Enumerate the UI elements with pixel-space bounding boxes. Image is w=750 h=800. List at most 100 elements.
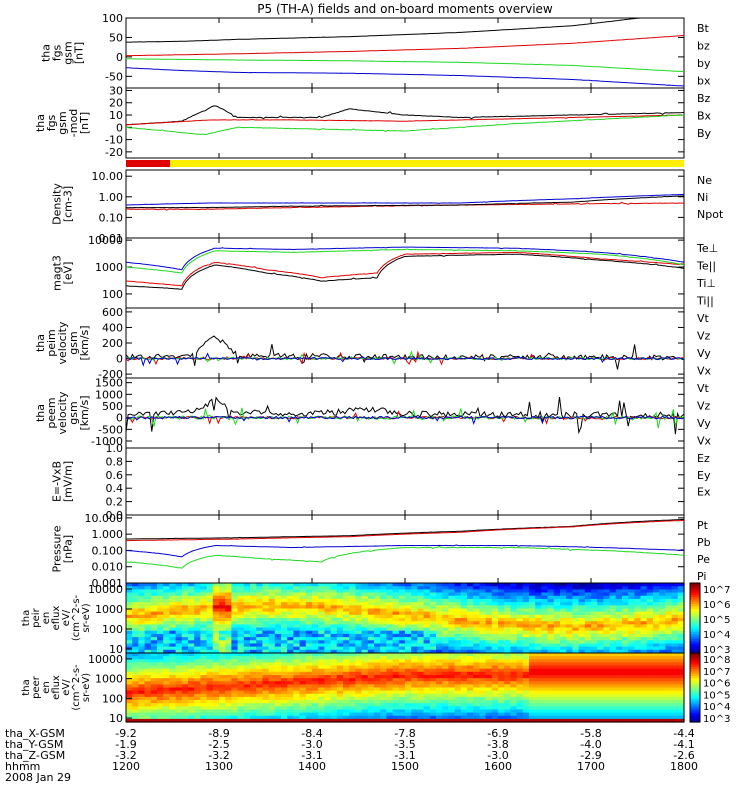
spectro-cell bbox=[144, 624, 152, 629]
series-line-bx bbox=[126, 67, 685, 87]
spectro-cell bbox=[336, 703, 344, 707]
spectro-cell bbox=[274, 621, 282, 625]
spectro-cell bbox=[405, 602, 412, 606]
spectro-cell bbox=[287, 715, 294, 720]
spectro-cell bbox=[405, 662, 412, 667]
spectro-cell bbox=[324, 618, 332, 622]
spectro-cell bbox=[305, 627, 313, 632]
spectro-cell bbox=[181, 687, 189, 692]
spectro-cell bbox=[510, 592, 518, 597]
spectro-cell bbox=[256, 630, 263, 635]
spectro-cell bbox=[256, 671, 263, 676]
spectro-cell bbox=[219, 614, 226, 619]
spectro-cell bbox=[491, 684, 499, 689]
spectro-cell bbox=[615, 624, 623, 629]
spectro-cell bbox=[442, 703, 449, 707]
series-line-by bbox=[125, 58, 685, 73]
spectro-cell bbox=[312, 598, 319, 603]
spectro-cell bbox=[448, 684, 456, 689]
spectro-cell bbox=[578, 656, 586, 660]
spectro-cell bbox=[628, 668, 635, 673]
spectro-cell bbox=[212, 627, 220, 632]
spectro-cell bbox=[659, 608, 666, 613]
spectro-cell bbox=[473, 643, 480, 648]
spectro-cell bbox=[318, 690, 325, 695]
y-label-line: (cm^2-s- bbox=[71, 664, 82, 711]
spectro-cell bbox=[467, 709, 474, 714]
spectro-cell bbox=[659, 693, 666, 698]
spectro-cell bbox=[467, 712, 474, 717]
spectro-cell bbox=[572, 662, 580, 667]
spectro-cell bbox=[504, 605, 511, 610]
spectro-cell bbox=[634, 675, 642, 679]
spectro-cell bbox=[374, 589, 381, 594]
spectro-cell bbox=[268, 675, 276, 679]
spectro-cell bbox=[634, 621, 642, 625]
y-label-line: tha bbox=[21, 610, 32, 626]
spectro-cell bbox=[380, 709, 387, 714]
spectro-cell bbox=[250, 618, 257, 622]
spectro-cell bbox=[355, 681, 363, 685]
spectro-cell bbox=[330, 643, 338, 648]
spectro-cell bbox=[138, 624, 146, 629]
spectro-cell bbox=[126, 703, 133, 707]
spectro-cell bbox=[330, 627, 338, 632]
spectro-cell bbox=[504, 675, 511, 679]
spectro-cell bbox=[157, 605, 164, 610]
spectro-cell bbox=[138, 712, 146, 717]
spectro-cell bbox=[460, 614, 468, 619]
spectro-cell bbox=[355, 668, 363, 673]
spectro-cell bbox=[417, 605, 425, 610]
spectro-cell bbox=[504, 709, 511, 714]
spectro-cell bbox=[243, 687, 251, 692]
spectro-cell bbox=[225, 605, 232, 610]
spectro-cell bbox=[126, 671, 133, 676]
spectro-cell bbox=[529, 678, 536, 682]
spectro-cell bbox=[591, 624, 598, 629]
spectro-cell bbox=[411, 653, 418, 657]
spectro-cell bbox=[473, 627, 480, 632]
spectro-cell bbox=[150, 687, 158, 692]
spectro-cell bbox=[181, 665, 189, 670]
spectro-cell bbox=[336, 671, 344, 676]
spectro-cell bbox=[225, 608, 232, 613]
spectro-cell bbox=[653, 611, 660, 616]
spectro-cell bbox=[609, 608, 617, 613]
spectro-cell bbox=[299, 624, 307, 629]
spectro-cell bbox=[622, 627, 629, 632]
colorbar-cell bbox=[690, 585, 700, 589]
spectro-cell bbox=[237, 653, 245, 657]
colorbar-cell bbox=[690, 708, 700, 712]
spectro-cell bbox=[578, 586, 586, 590]
spectro-cell bbox=[181, 700, 189, 704]
spectro-cell bbox=[250, 598, 257, 603]
spectro-cell bbox=[553, 583, 561, 587]
spectro-cell bbox=[343, 653, 350, 657]
spectro-cell bbox=[442, 643, 449, 648]
spectro-cell bbox=[324, 614, 332, 619]
spectro-cell bbox=[324, 665, 332, 670]
spectro-cell bbox=[677, 630, 685, 635]
spectro-cell bbox=[194, 589, 201, 594]
spectro-cell bbox=[237, 592, 245, 597]
spectro-cell bbox=[622, 706, 629, 710]
spectro-cell bbox=[479, 646, 487, 651]
spectro-cell bbox=[405, 611, 412, 616]
spectro-cell bbox=[343, 583, 350, 587]
spectro-cell bbox=[566, 668, 573, 673]
spectro-cell bbox=[256, 602, 263, 606]
spectro-cell bbox=[299, 703, 307, 707]
spectro-cell bbox=[374, 624, 381, 629]
spectro-cell bbox=[336, 709, 344, 714]
spectro-cell bbox=[163, 665, 170, 670]
spectro-cell bbox=[529, 640, 536, 645]
spectro-cell bbox=[250, 630, 257, 635]
spectro-cell bbox=[206, 598, 214, 603]
spectro-cell bbox=[622, 684, 629, 689]
spectro-cell bbox=[411, 709, 418, 714]
spectro-cell bbox=[299, 709, 307, 714]
spectro-cell bbox=[454, 649, 462, 654]
spectro-cell bbox=[281, 662, 288, 667]
series-line-Ti|| bbox=[125, 248, 685, 274]
spectro-cell bbox=[547, 706, 555, 710]
